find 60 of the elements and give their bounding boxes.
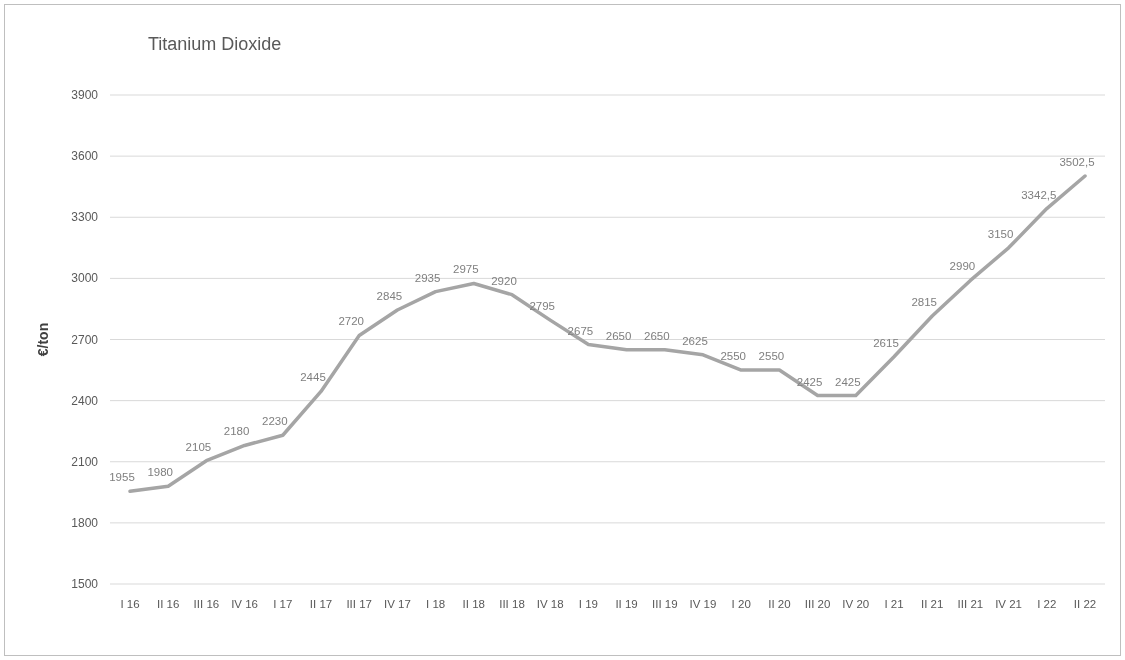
data-label: 1980 (147, 466, 173, 479)
x-tick-label: I 21 (884, 598, 904, 610)
y-tick-label: 3600 (71, 149, 99, 164)
y-tick-label: 2100 (71, 454, 99, 469)
x-tick-label: II 16 (157, 598, 180, 610)
x-tick-label: II 19 (615, 598, 638, 610)
data-label: 2625 (682, 334, 708, 347)
x-tick-label: I 19 (578, 598, 598, 610)
data-label: 2550 (758, 350, 785, 363)
x-tick-label: III 19 (652, 598, 678, 610)
x-tick-label: I 17 (273, 598, 293, 610)
x-tick-label: II 21 (921, 598, 944, 610)
x-tick-label: IV 19 (689, 598, 717, 610)
x-tick-label: II 18 (462, 598, 485, 610)
x-tick-label: IV 17 (383, 598, 411, 610)
x-tick-label: IV 21 (995, 598, 1023, 610)
data-label: 2105 (185, 440, 212, 453)
y-tick-label: 1800 (71, 515, 99, 530)
data-label: 2550 (720, 350, 746, 363)
data-label: 2650 (644, 329, 670, 342)
data-label: 2650 (605, 329, 632, 342)
x-tick-label: I 18 (426, 598, 446, 610)
data-label: 2920 (491, 274, 517, 287)
data-label: 2845 (376, 289, 403, 302)
data-label: 1955 (109, 471, 135, 484)
x-tick-label: IV 20 (842, 598, 870, 610)
data-label: 2935 (414, 271, 441, 284)
x-tick-label: II 20 (768, 598, 791, 610)
y-tick-label: 1500 (71, 577, 99, 591)
chart-title: Titanium Dioxide (148, 34, 282, 54)
data-label: 3502,5 (1059, 155, 1095, 168)
data-label: 2230 (262, 415, 288, 428)
x-tick-label: III 20 (804, 598, 831, 610)
x-tick-label: IV 16 (231, 598, 259, 610)
data-label: 2615 (873, 336, 899, 349)
data-label: 2425 (835, 375, 861, 388)
data-label: 2990 (949, 260, 976, 273)
y-tick-label: 3900 (71, 88, 99, 102)
data-label: 2815 (911, 296, 937, 309)
data-label: 3150 (987, 227, 1014, 240)
data-label: 2975 (453, 263, 479, 276)
data-label: 2180 (223, 425, 250, 438)
y-axis-title: €/ton (35, 322, 51, 357)
x-tick-label: III 17 (346, 598, 372, 610)
y-tick-label: 2400 (71, 393, 99, 408)
x-tick-label: I 20 (731, 598, 751, 610)
x-tick-label: III 18 (499, 598, 525, 610)
data-label: 3342,5 (1021, 188, 1057, 201)
x-tick-label: II 17 (309, 598, 333, 610)
data-label: 2720 (338, 315, 364, 328)
x-tick-label: I 22 (1037, 598, 1057, 610)
x-tick-label: I 16 (120, 598, 140, 610)
x-tick-label: III 21 (957, 598, 984, 610)
x-tick-label: III 16 (193, 598, 220, 610)
data-label: 2445 (300, 371, 326, 384)
x-tick-label: IV 18 (536, 598, 564, 610)
y-tick-label: 2700 (71, 332, 99, 347)
x-tick-label: II 22 (1073, 598, 1097, 610)
y-tick-label: 3000 (71, 271, 99, 286)
y-tick-label: 3300 (71, 210, 99, 225)
